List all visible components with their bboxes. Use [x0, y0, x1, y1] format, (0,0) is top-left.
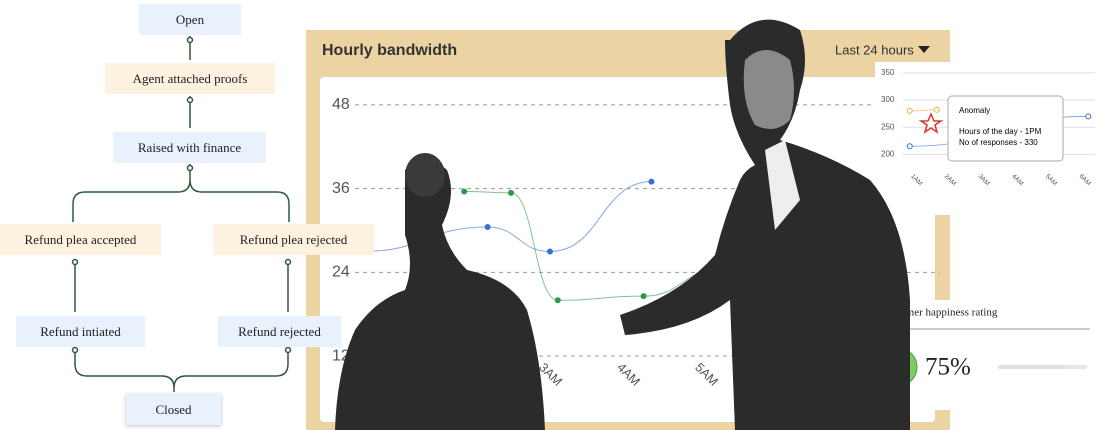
y-tick-label: 24	[332, 264, 350, 281]
tooltip	[947, 95, 1064, 162]
y-tick-label: 350	[881, 68, 895, 77]
tooltip-line: No of responses - 330	[959, 138, 1038, 147]
point	[484, 224, 491, 231]
y-tick-label: 36	[332, 180, 350, 197]
flow-node: Raised with finance	[113, 132, 266, 163]
flow-node: Agent attached proofs	[105, 63, 275, 94]
y-tick-label: 48	[332, 96, 350, 113]
tooltip-line: Hours of the day - 1PM	[959, 127, 1042, 136]
point	[906, 107, 913, 114]
happiness-bar	[998, 365, 1065, 369]
flow-node: Refund intiated	[16, 316, 145, 347]
point	[906, 143, 913, 150]
tooltip-title: Anomaly	[959, 106, 990, 115]
point	[640, 293, 647, 300]
point	[554, 297, 561, 304]
y-tick-label: 300	[881, 95, 895, 104]
point	[933, 106, 940, 113]
flow-node: Closed	[126, 394, 221, 425]
happiness-value: 75%	[925, 354, 971, 381]
point	[461, 188, 468, 195]
y-tick-label: 250	[881, 122, 895, 131]
anomaly-star	[918, 112, 944, 134]
chart-title: Hourly bandwidth	[322, 42, 457, 59]
range-dropdown[interactable]: Last 24 hours	[835, 42, 914, 57]
people	[335, 19, 910, 430]
flow-node: Refund plea rejected	[213, 224, 374, 255]
point	[547, 248, 553, 255]
flow-node: Refund rejected	[218, 316, 341, 347]
flow-node: Refund plea accepted	[0, 224, 161, 255]
point	[1085, 113, 1092, 120]
point	[508, 189, 514, 196]
flow-node: Open	[139, 4, 241, 35]
y-tick-label: 200	[881, 150, 895, 159]
dropdown-arrow	[918, 46, 930, 53]
point	[648, 178, 655, 185]
flow-arrows	[71, 36, 292, 392]
